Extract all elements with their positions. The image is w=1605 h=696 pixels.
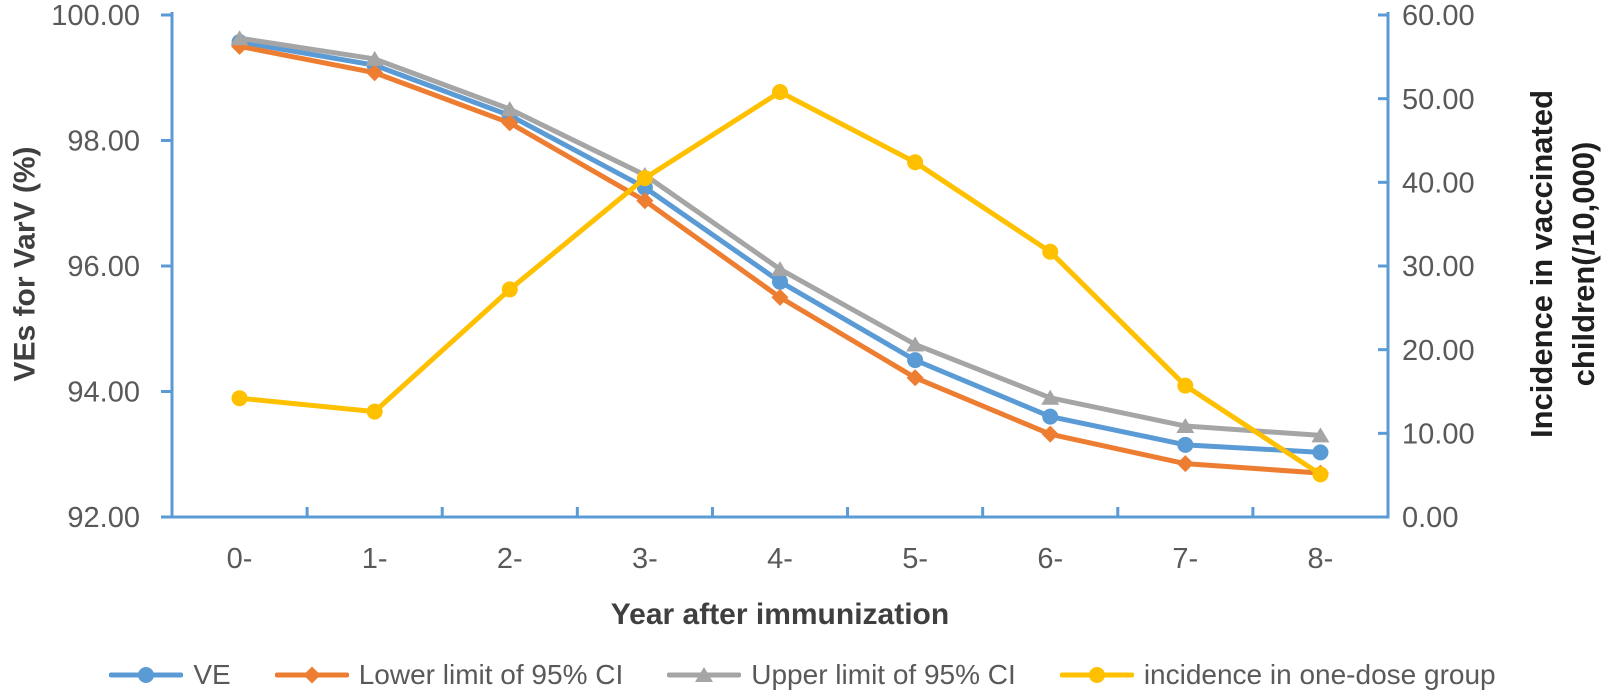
series-marker-diamond — [771, 288, 789, 306]
legend-marker-shape — [303, 666, 321, 684]
series-marker-diamond — [1041, 425, 1059, 443]
series-marker-circle — [1312, 444, 1329, 461]
series-marker-triangle — [1041, 389, 1060, 405]
right-axis-tick-label: 50.00 — [1402, 84, 1475, 116]
x-category-label: 2- — [497, 543, 523, 575]
x-category-label: 7- — [1172, 543, 1198, 575]
series-marker-circle — [1042, 243, 1059, 260]
series-marker-circle — [1177, 436, 1194, 453]
series-marker-triangle — [906, 336, 925, 352]
series-marker-triangle — [230, 30, 249, 46]
series-marker-diamond — [636, 192, 654, 210]
series-marker-triangle — [1311, 427, 1330, 443]
series-marker-circle — [636, 170, 653, 187]
x-category-label: 3- — [632, 543, 658, 575]
right-axis-tick-label: 10.00 — [1402, 418, 1475, 450]
series-marker-triangle — [1176, 418, 1195, 434]
left-axis-tick-label: 94.00 — [67, 377, 140, 409]
axes-layer — [161, 12, 1390, 519]
series-marker-circle — [1312, 466, 1329, 483]
legend-item-upper-limit-of-95-ci: Upper limit of 95% CI — [667, 661, 1016, 689]
series-marker-circle — [366, 403, 383, 420]
x-category-label: 4- — [767, 543, 793, 575]
series-marker-triangle — [365, 50, 384, 66]
x-category-label: 8- — [1308, 543, 1334, 575]
x-category-label: 1- — [362, 543, 388, 575]
right-axis-title-line2: children(/10,000) — [1566, 142, 1601, 387]
series-marker-circle — [1177, 377, 1194, 394]
series-marker-circle — [501, 281, 518, 298]
left-axis-tick-label: 100.00 — [51, 0, 140, 32]
legend-marker-diamond-icon — [274, 666, 349, 684]
legend-marker-circle-icon — [109, 667, 184, 683]
legend-label: Lower limit of 95% CI — [358, 659, 624, 690]
right-axis-tick-label: 20.00 — [1402, 335, 1475, 367]
series-marker-circle — [1042, 408, 1059, 425]
right-axis-title-line1: Incidence in vaccinated — [1524, 90, 1559, 438]
legend: VE Lower limit of 95% CI Upper limit of 95… — [0, 654, 1605, 696]
series-marker-circle — [231, 390, 248, 407]
legend-item-lower-limit-of-95-ci: Lower limit of 95% CI — [274, 659, 624, 690]
left-axis-tick-label: 98.00 — [67, 126, 140, 158]
legend-label: incidence in one-dose group — [1143, 659, 1496, 690]
right-axis-tick-label: 40.00 — [1402, 167, 1475, 199]
left-axis-title: VEs for VarV (%) — [9, 146, 42, 381]
legend-label: Upper limit of 95% CI — [751, 659, 1016, 690]
series-marker-diamond — [1176, 455, 1194, 473]
legend-item-incidence-in-one-dose-group: incidence in one-dose group — [1059, 659, 1496, 690]
series-line-lower-limit-of-95-ci — [237, 43, 1323, 476]
legend-marker-shape — [1088, 667, 1105, 683]
x-category-label: 0- — [227, 543, 253, 575]
series-layer — [230, 30, 1330, 483]
tick-label-layer: 100.00 98.00 96.00 94.00 92.00 60.00 50.00 40.0… — [51, 0, 1474, 575]
series-marker-triangle — [771, 261, 789, 277]
left-axis-tick-label: 96.00 — [67, 251, 140, 283]
legend-marker-triangle-icon — [667, 667, 742, 682]
series-marker-circle — [907, 352, 924, 369]
right-axis-tick-label: 0.00 — [1402, 502, 1458, 534]
right-axis-tick-label: 30.00 — [1402, 251, 1475, 283]
legend-marker-circle-icon — [1059, 667, 1134, 683]
x-category-label: 5- — [902, 543, 928, 575]
left-axis-tick-label: 92.00 — [67, 502, 140, 534]
right-axis-tick-label: 60.00 — [1402, 0, 1475, 32]
series-line-ve — [237, 39, 1323, 455]
legend-item-ve: VE — [109, 659, 231, 690]
series-marker-circle — [772, 83, 788, 100]
series-marker-triangle — [500, 101, 519, 117]
legend-marker-shape — [138, 667, 155, 683]
x-axis-title: Year after immunization — [611, 598, 949, 631]
legend-label: VE — [193, 659, 231, 690]
x-category-label: 6- — [1037, 543, 1063, 575]
series-marker-diamond — [906, 369, 924, 387]
legend-marker-shape — [695, 667, 714, 682]
series-marker-circle — [772, 273, 788, 290]
series-marker-circle — [907, 154, 924, 171]
series-marker-diamond — [501, 114, 519, 132]
series-marker-diamond — [366, 64, 384, 82]
